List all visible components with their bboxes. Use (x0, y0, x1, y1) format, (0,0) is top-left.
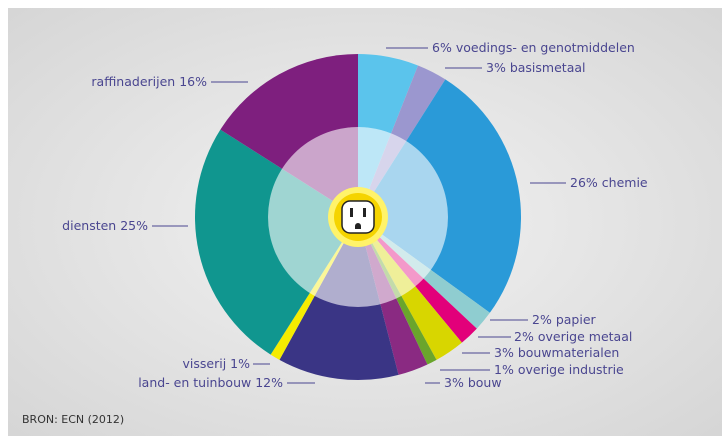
category-label: land- en tuinbouw (138, 375, 251, 390)
category-label: diensten (62, 218, 116, 233)
category-label: bouwmaterialen (518, 345, 620, 360)
category-label: chemie (602, 175, 648, 190)
icon-slot (363, 208, 366, 217)
slice-label: 2% overige metaal (514, 329, 632, 344)
value-label: 6% (432, 40, 452, 55)
value-label: 2% (514, 329, 534, 344)
value-label: 3% (486, 60, 506, 75)
slice-label: 3% bouw (444, 375, 502, 390)
slice-label: land- en tuinbouw 12% (138, 375, 283, 390)
category-label: bouw (468, 375, 502, 390)
value-label: 1% (494, 362, 514, 377)
socket-icon (328, 187, 388, 247)
slice-label: 1% overige industrie (494, 362, 624, 377)
category-label: basismetaal (510, 60, 586, 75)
category-label: visserij (183, 356, 227, 371)
category-label: papier (556, 312, 597, 327)
value-label: 2% (532, 312, 552, 327)
value-label: 3% (494, 345, 514, 360)
slice-label: raffinaderijen 16% (91, 74, 207, 89)
slice-label: 6% voedings- en genotmiddelen (432, 40, 635, 55)
value-label: 12% (255, 375, 283, 390)
category-label: voedings- en genotmiddelen (456, 40, 635, 55)
slice-label: diensten 25% (62, 218, 148, 233)
value-label: 1% (230, 356, 250, 371)
slice-label: 3% basismetaal (486, 60, 585, 75)
category-label: raffinaderijen (91, 74, 175, 89)
value-label: 26% (570, 175, 598, 190)
value-label: 16% (179, 74, 207, 89)
category-label: overige metaal (538, 329, 633, 344)
slice-label: 2% papier (532, 312, 597, 327)
icon-ground (355, 223, 361, 229)
value-label: 25% (120, 218, 148, 233)
value-label: 3% (444, 375, 464, 390)
slice-label: visserij 1% (183, 356, 251, 371)
category-label: overige industrie (518, 362, 624, 377)
source: BRON: ECN (2012) (22, 413, 124, 426)
slice-label: 3% bouwmaterialen (494, 345, 619, 360)
slice-label: 26% chemie (570, 175, 648, 190)
icon-slot (350, 208, 353, 217)
